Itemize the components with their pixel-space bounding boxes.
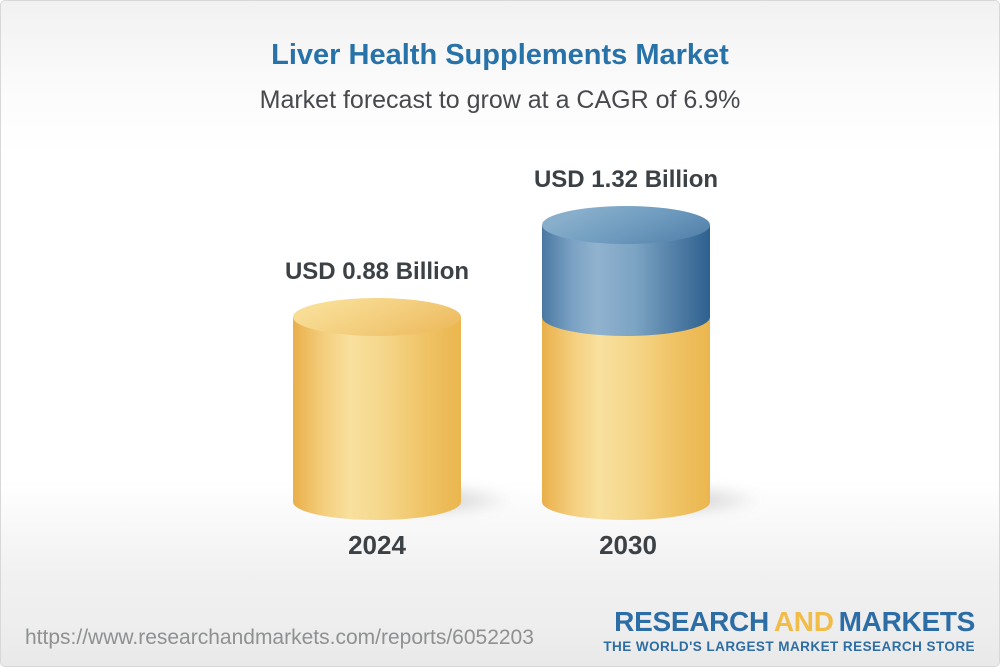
logo-wordmark: RESEARCH AND MARKETS — [603, 605, 976, 637]
category-label-2030: 2030 — [599, 530, 657, 560]
logo-word-and: AND — [773, 605, 834, 637]
page-subtitle: Market forecast to grow at a CAGR of 6.9… — [259, 86, 741, 114]
bar-2024-top-ellipse — [293, 298, 461, 337]
research-and-markets-logo: RESEARCH AND MARKETS THE WORLD'S LARGEST M… — [603, 605, 976, 654]
bar-2030-base-body — [542, 317, 710, 520]
category-label-2024: 2024 — [348, 530, 406, 560]
value-label-2030: USD 1.32 Billion — [533, 165, 719, 193]
value-label-2024: USD 0.88 Billion — [284, 258, 470, 286]
logo-word-research: RESEARCH — [614, 605, 769, 637]
logo-word-markets: MARKETS — [838, 605, 976, 637]
logo-tagline: THE WORLD'S LARGEST MARKET RESEARCH STOR… — [603, 639, 975, 654]
bar-2024-body — [293, 317, 461, 520]
page-title: Liver Health Supplements Market — [271, 39, 729, 71]
bar-2030-top-ellipse — [542, 205, 710, 244]
report-url: https://www.researchandmarkets.com/repor… — [25, 626, 534, 649]
